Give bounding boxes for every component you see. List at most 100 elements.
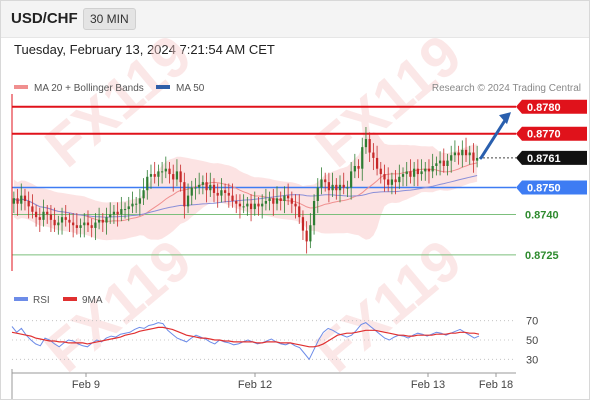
candle-body [424, 168, 427, 172]
candle-body [383, 174, 386, 180]
candle-body [427, 168, 431, 172]
candle-body [468, 152, 471, 156]
candle-body [231, 195, 234, 201]
forecast-arrow-head [499, 112, 511, 125]
candle-body [83, 222, 86, 226]
candle-body [431, 166, 434, 172]
candle-body [461, 149, 464, 156]
candle-body [149, 174, 153, 177]
candle-body [153, 174, 156, 177]
candle-body [324, 179, 327, 183]
legend-label-ma50: MA 50 [176, 83, 205, 94]
candle-body [453, 152, 457, 156]
candle-body [57, 222, 60, 226]
level-label-0.8725: 0.8725 [525, 250, 559, 262]
candle-body [68, 219, 71, 223]
candle-body [164, 168, 167, 172]
candle-body [387, 179, 390, 185]
moving-averages [13, 162, 478, 222]
x-tick-label: Feb 9 [72, 379, 100, 391]
candle-body [109, 214, 112, 218]
legend-label-9ma: 9MA [82, 295, 103, 306]
rsi-tick-50: 50 [526, 335, 538, 347]
candle-body [146, 176, 149, 191]
candle-body [379, 168, 382, 175]
candle-body [157, 171, 160, 177]
candle-body [123, 209, 127, 211]
candle-body [53, 219, 56, 226]
candle-body [398, 176, 401, 183]
candle-body [353, 166, 356, 172]
candle-body [183, 182, 186, 207]
candle-body [435, 163, 438, 166]
candle-body [209, 184, 212, 191]
candle-body [261, 203, 264, 207]
chart-header: USD/CHF 30 MIN [1, 1, 589, 38]
candle-body [179, 171, 182, 183]
candle-body [12, 198, 15, 204]
candle-body [394, 179, 397, 183]
level-labels: 0.8780 0.8770 0.8761 0.8750 0.8740 0.8725 [516, 99, 587, 262]
legend-swatch-ma20 [14, 85, 28, 89]
candle-body [42, 211, 45, 220]
candle-body [450, 155, 453, 161]
candle-body [464, 149, 468, 156]
candle-body [357, 166, 360, 169]
candle-body [34, 211, 38, 218]
price-legend: MA 20 + Bollinger Bands MA 50 Research © 2… [14, 83, 581, 94]
candle-body [249, 203, 253, 210]
x-tick-label: Feb 12 [238, 379, 272, 391]
candle-body [446, 160, 449, 166]
candle-body [372, 152, 375, 158]
candle-body [127, 206, 130, 210]
candle-body [457, 152, 460, 156]
candle-body [46, 211, 49, 215]
candle-body [79, 225, 82, 228]
candle-body [235, 201, 238, 204]
symbol-label: USD/CHF [11, 10, 78, 27]
candle-body [290, 198, 293, 204]
timeframe-button[interactable]: 30 MIN [83, 8, 136, 30]
candle-body [27, 201, 30, 207]
candle-body [205, 182, 208, 191]
candle-body [224, 190, 227, 193]
x-tick-label: Feb 18 [479, 379, 513, 391]
candle-body [272, 198, 275, 204]
candle-body [227, 192, 230, 196]
candle-body [279, 198, 282, 201]
candle-body [338, 184, 342, 191]
candle-body [31, 206, 34, 212]
candle-body [101, 219, 104, 223]
candle-body [116, 211, 119, 215]
candle-body [198, 184, 201, 188]
candle-body [120, 209, 123, 215]
candle-body [253, 203, 256, 210]
candle-body [409, 171, 412, 177]
rsi-panel: RSI 9MA 70 50 30 [11, 295, 538, 366]
candle-body [364, 139, 368, 148]
candle-body [142, 190, 145, 199]
source-label: Research © 2024 Trading Central [432, 83, 581, 94]
candle-body [105, 217, 108, 223]
candle-body [309, 225, 312, 242]
candle-body [75, 225, 78, 228]
candle-body [342, 184, 345, 188]
rsi-ma-line [11, 326, 480, 348]
candle-body [361, 147, 364, 169]
watermark-text: FX119 [33, 22, 203, 180]
candle-body [264, 201, 267, 204]
legend-label-ma20: MA 20 + Bollinger Bands [34, 83, 144, 94]
candle-body [20, 195, 23, 204]
candle-body [346, 187, 349, 189]
candle-body [275, 198, 279, 204]
legend-label-rsi: RSI [33, 295, 50, 306]
candle-body [131, 203, 134, 207]
candle-body [327, 182, 331, 191]
x-axis: Feb 9 Feb 12 Feb 13 Feb 18 [11, 369, 516, 399]
candle-body [420, 171, 423, 175]
candle-body [246, 203, 249, 207]
legend-swatch-ma50 [156, 85, 170, 89]
candle-body [138, 198, 141, 204]
